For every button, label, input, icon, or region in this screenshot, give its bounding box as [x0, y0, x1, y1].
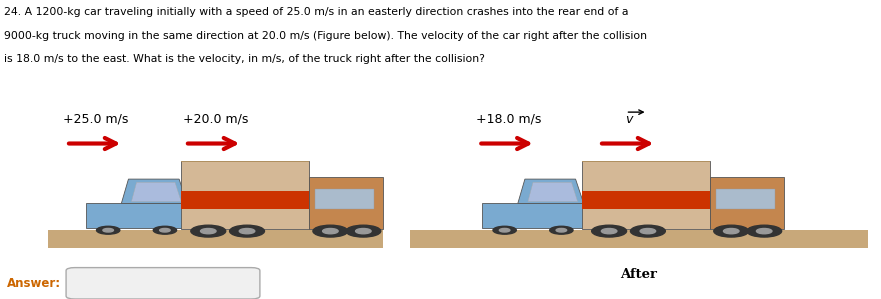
Circle shape [602, 228, 617, 234]
Bar [315, 189, 374, 209]
Circle shape [723, 228, 739, 234]
FancyBboxPatch shape [66, 268, 260, 299]
Text: is 18.0 m/s to the east. What is the velocity, in m/s, of the truck right after : is 18.0 m/s to the east. What is the vel… [4, 54, 485, 64]
Polygon shape [131, 182, 181, 202]
Bar [582, 161, 710, 229]
Circle shape [191, 225, 226, 237]
Circle shape [346, 225, 381, 237]
Bar [181, 161, 309, 229]
Circle shape [356, 228, 371, 234]
Circle shape [592, 225, 626, 237]
Circle shape [201, 228, 216, 234]
Text: Answer:: Answer: [7, 277, 61, 290]
Text: +20.0 m/s: +20.0 m/s [183, 113, 248, 126]
Text: v: v [626, 113, 633, 126]
Bar [181, 191, 309, 209]
Circle shape [159, 228, 170, 232]
Circle shape [747, 225, 781, 237]
Circle shape [757, 228, 772, 234]
Polygon shape [518, 179, 583, 203]
Bar [86, 203, 188, 228]
Circle shape [493, 226, 516, 234]
Bar [582, 191, 710, 209]
Circle shape [550, 226, 573, 234]
Bar [710, 177, 783, 229]
Circle shape [631, 225, 665, 237]
Bar [715, 189, 774, 209]
Text: 20.9: 20.9 [86, 277, 113, 290]
Circle shape [313, 225, 348, 237]
Text: +25.0 m/s: +25.0 m/s [63, 113, 129, 126]
Circle shape [97, 226, 120, 234]
Text: +18.0 m/s: +18.0 m/s [476, 113, 541, 126]
Text: After: After [620, 268, 657, 281]
Circle shape [500, 228, 510, 232]
Circle shape [322, 228, 338, 234]
Polygon shape [528, 182, 578, 202]
Circle shape [153, 226, 176, 234]
Circle shape [640, 228, 655, 234]
Bar [48, 230, 383, 248]
Bar [309, 177, 382, 229]
Circle shape [240, 228, 255, 234]
Circle shape [556, 228, 566, 232]
Bar [483, 203, 583, 228]
Circle shape [103, 228, 114, 232]
Circle shape [714, 225, 749, 237]
Bar [410, 230, 868, 248]
Circle shape [230, 225, 264, 237]
Text: 24. A 1200-kg car traveling initially with a speed of 25.0 m/s in an easterly di: 24. A 1200-kg car traveling initially wi… [4, 7, 629, 17]
Polygon shape [122, 179, 187, 203]
Text: Before: Before [191, 268, 241, 281]
Text: 9000-kg truck moving in the same direction at 20.0 m/s (Figure below). The veloc: 9000-kg truck moving in the same directi… [4, 31, 648, 41]
Bar [181, 161, 309, 162]
Bar [582, 161, 710, 162]
